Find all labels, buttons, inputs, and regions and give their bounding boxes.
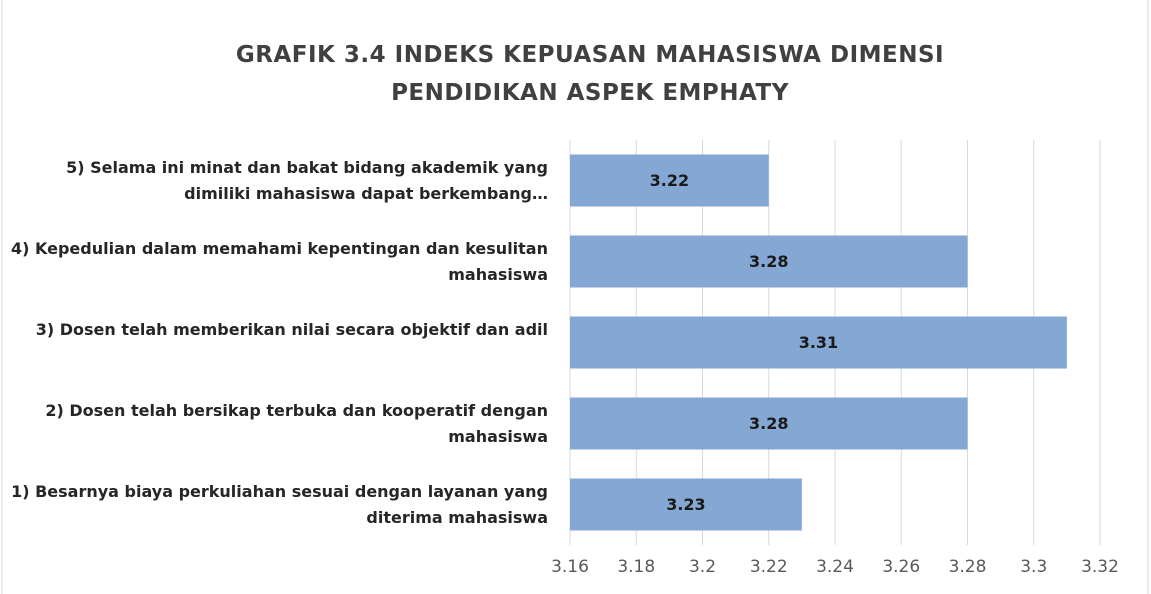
x-tick-label: 3.32 [1081,557,1119,577]
data-label: 3.31 [799,333,838,352]
bar [570,316,1067,369]
x-tick-label: 3.26 [882,557,920,577]
x-tick-label: 3.28 [949,557,987,577]
data-label: 3.22 [650,171,689,190]
category-label: 3) Dosen telah memberikan nilai secara o… [35,319,548,339]
x-tick-label: 3.24 [816,557,854,577]
x-tick-label: 3.18 [617,557,655,577]
bar [570,478,802,531]
x-tick-label: 3.3 [1020,557,1047,577]
x-tick-label: 3.2 [689,557,716,577]
x-tick-label: 3.16 [551,557,589,577]
data-label: 3.23 [666,495,705,514]
bar [570,235,968,288]
category-label: 1) Besarnya biaya perkuliahan sesuai den… [11,481,548,527]
data-label: 3.28 [749,252,788,271]
category-label: 2) Dosen telah bersikap terbuka dan koop… [45,400,548,446]
data-label: 3.28 [749,414,788,433]
category-label: 5) Selama ini minat dan bakat bidang aka… [66,157,548,203]
chart-title: GRAFIK 3.4 INDEKS KEPUASAN MAHASISWA DIM… [235,42,945,106]
category-label: 4) Kepedulian dalam memahami kepentingan… [10,238,548,284]
x-tick-label: 3.22 [750,557,788,577]
bar [570,397,968,450]
bar [570,154,769,207]
